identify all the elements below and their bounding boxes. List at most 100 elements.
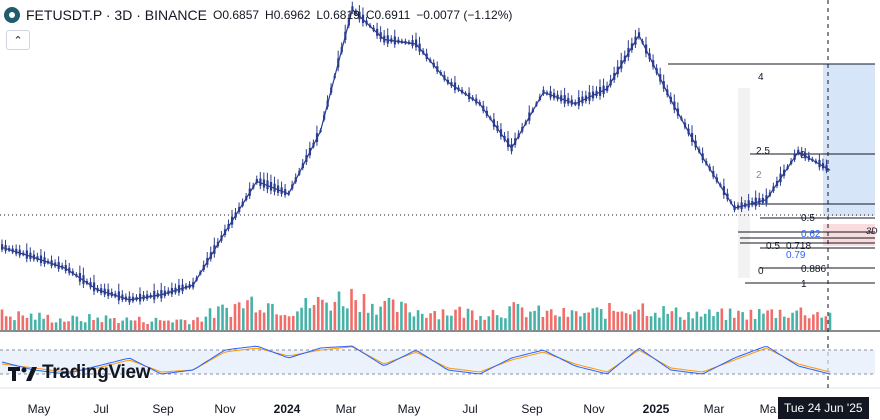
volume-bar [520, 307, 524, 330]
volume-bar [129, 320, 133, 330]
volume-bar [778, 309, 782, 330]
volume-bar [362, 294, 366, 330]
volume-bar [279, 315, 283, 330]
volume-bar [138, 316, 141, 330]
crosshair-date-label: Tue 24 Jun '25 [778, 397, 869, 419]
x-tick: 2025 [642, 402, 670, 416]
volume-bar [545, 310, 549, 330]
volume-bar [33, 319, 37, 330]
volume-bar [695, 311, 699, 330]
symbol-title[interactable]: FETUSDT.P · 3D · BINANCE [26, 7, 207, 23]
collapse-legend-button[interactable]: ⌃ [6, 30, 30, 50]
volume-bar [499, 317, 503, 330]
volume-bar [479, 315, 482, 330]
volume-bar [641, 303, 645, 330]
volume-bar [408, 312, 412, 330]
volume-bar [379, 306, 382, 330]
volume-bar [200, 321, 204, 330]
x-tick: Mar [335, 402, 357, 416]
volume-bar [266, 303, 270, 330]
volume-bar [683, 319, 686, 330]
volume-bar [787, 317, 790, 330]
volume-bar [433, 311, 437, 330]
volume-bar [495, 315, 499, 330]
chevron-up-icon: ⌃ [13, 34, 23, 47]
volume-bar [121, 320, 124, 330]
volume-bar [300, 307, 303, 330]
volume-bar [416, 310, 420, 330]
volume-bar [150, 321, 154, 330]
volume-bar [757, 309, 761, 330]
volume-bar [712, 316, 715, 330]
volume-bar [346, 308, 349, 330]
volume-bar [462, 317, 466, 330]
volume-bar [371, 303, 374, 330]
volume-bar [599, 309, 603, 330]
volume-bar [271, 303, 274, 330]
volume-bar [807, 318, 811, 330]
volume-bar [142, 322, 145, 330]
volume-bar [4, 316, 8, 330]
volume-bar [304, 298, 308, 330]
volume-bar [187, 324, 191, 330]
volume-bar [404, 303, 407, 330]
volume-bar [537, 305, 541, 330]
volume-bar [325, 302, 328, 330]
volume-bar [233, 304, 237, 330]
volume-bar [71, 315, 75, 330]
volume-bar [716, 311, 719, 330]
volume-bar [466, 308, 470, 330]
tradingview-text: TradingView [42, 362, 151, 383]
volume-bar [104, 315, 108, 330]
volume-bar [749, 309, 753, 330]
volume-bar [0, 309, 4, 330]
x-tick: May [27, 402, 51, 416]
volume-bar [108, 318, 112, 330]
volume-bar [375, 314, 378, 330]
volume-bar [63, 321, 66, 330]
volume-bar [616, 311, 620, 330]
volume-bar [637, 309, 640, 330]
x-tick: Sep [521, 402, 543, 416]
volume-bar [275, 314, 278, 330]
x-tick: Nov [214, 402, 236, 416]
volume-bar [595, 307, 599, 330]
volume-bar [312, 305, 316, 330]
pane-label: 3D [866, 226, 878, 236]
volume-bar [487, 316, 491, 330]
volume-bar [25, 317, 29, 330]
volume-bar [242, 308, 245, 330]
volume-bar [358, 312, 362, 330]
fib-label: 0.886 [801, 264, 826, 275]
fib-label: 0 [800, 150, 806, 161]
volume-bar [583, 312, 586, 330]
volume-bar [217, 306, 220, 330]
fib-gray-zone [738, 88, 750, 278]
volume-bar [674, 307, 678, 330]
volume-bars [0, 288, 832, 330]
volume-bar [649, 316, 653, 330]
volume-bar [183, 320, 187, 330]
volume-bar [470, 310, 474, 330]
fib-label: 2.5 [756, 146, 770, 157]
volume-bar [549, 309, 553, 330]
volume-bar [620, 311, 624, 330]
volume-bar [391, 299, 395, 330]
volume-bar [816, 312, 819, 330]
volume-bar [204, 316, 208, 330]
volume-bar [491, 309, 495, 330]
volume-bar [117, 323, 120, 330]
time-axis[interactable]: May Jul Sep Nov 2024 Mar May Jul Sep Nov… [0, 388, 880, 420]
volume-bar [483, 319, 486, 330]
volume-bar [628, 314, 632, 330]
volume-bar [167, 320, 170, 330]
volume-bar [653, 312, 657, 330]
fib-label: 0.5 [766, 241, 780, 252]
volume-bar [246, 300, 249, 330]
low-value: L0.6819 [316, 8, 360, 22]
price-candle-body [269, 181, 273, 191]
volume-bar [283, 315, 287, 330]
volume-bar [737, 310, 740, 330]
fib-projection-zone [823, 64, 875, 216]
